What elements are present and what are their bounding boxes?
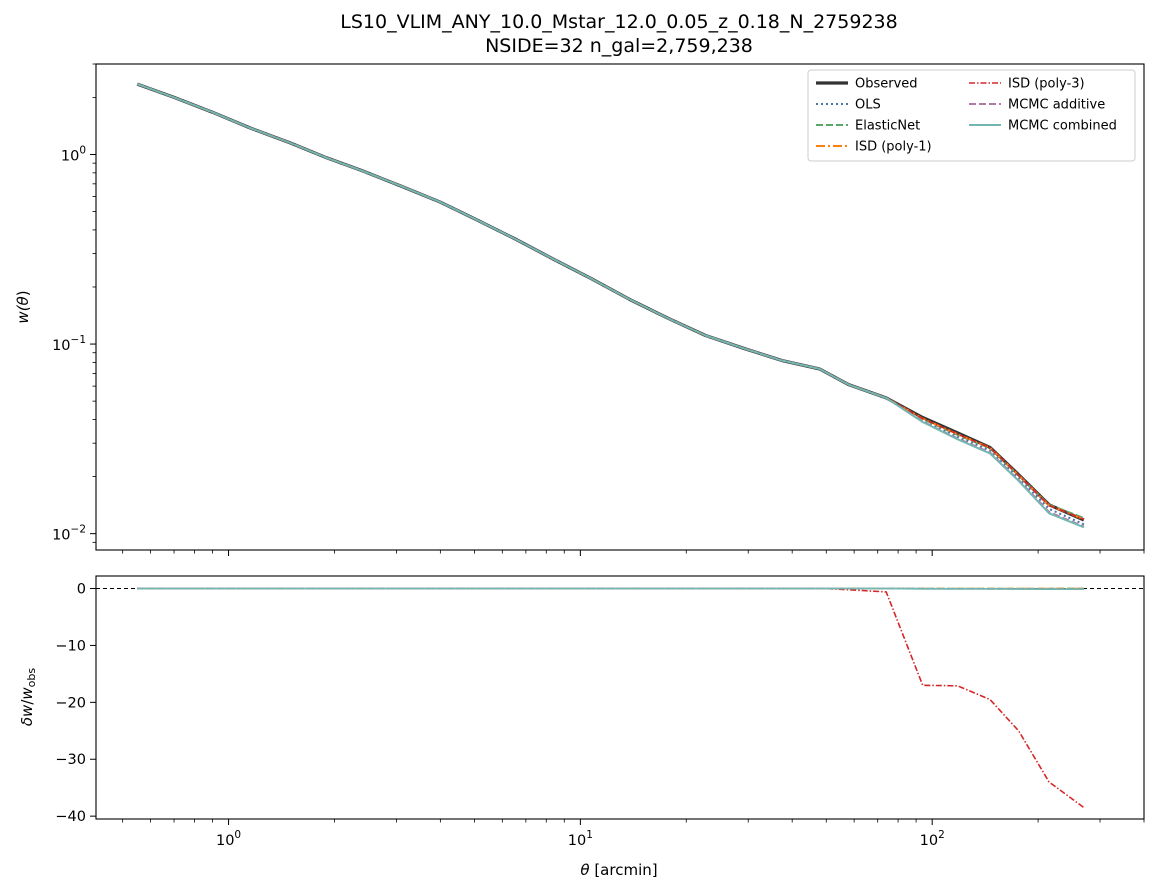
chart-subtitle: NSIDE=32 n_gal=2,759,238 <box>485 35 753 57</box>
legend-item-mcmc-combined: MCMC combined <box>969 119 1117 134</box>
x-tick-label: 100 <box>216 829 241 849</box>
bottom-y-tick-label: −30 <box>55 752 86 768</box>
legend-label: MCMC combined <box>1008 119 1117 134</box>
legend-label: MCMC additive <box>1008 98 1105 113</box>
legend-item-observed: Observed <box>816 77 918 92</box>
legend-item-ols: OLS <box>816 98 881 113</box>
legend: Observed OLS ElasticNet ISD (poly-1) ISD (po… <box>807 69 1136 162</box>
top-y-tick-label: 100 <box>61 144 86 164</box>
legend-item-elasticnet: ElasticNet <box>816 119 920 134</box>
x-tick-label: 101 <box>568 829 593 849</box>
legend-item-isd-poly-1: ISD (poly-1) <box>816 140 932 155</box>
legend-label: OLS <box>855 98 881 113</box>
chart-title: LS10_VLIM_ANY_10.0_Mstar_12.0_0.05_z_0.1… <box>340 11 897 33</box>
x-axis-label: θ [arcmin] <box>580 861 657 879</box>
bottom-y-tick-label: −20 <box>55 695 86 711</box>
top-panel: 10−2 10−1 100 w(θ) Observed OLS ElasticNet IS… <box>14 63 1145 556</box>
bottom-y-tick-label: −40 <box>55 809 86 825</box>
bottom-plot-area <box>96 576 1144 819</box>
top-y-tick-label: 10−1 <box>52 334 86 354</box>
legend-label: ElasticNet <box>855 119 920 134</box>
legend-label: Observed <box>855 77 918 92</box>
legend-item-isd-poly-3: ISD (poly-3) <box>969 77 1085 92</box>
bottom-plot-frame <box>95 575 1145 820</box>
top-y-tick-label: 10−2 <box>52 524 86 544</box>
bottom-series-mcmc-combined <box>137 587 1084 590</box>
bottom-panel: 100 101 102 0 −10 −20 −30 −40 δw/wobs θ [arcmi… <box>18 575 1145 879</box>
x-tick-label: 102 <box>920 829 945 849</box>
top-series-mcmc-combined <box>136 83 1085 529</box>
legend-label: ISD (poly-3) <box>1008 77 1085 92</box>
bottom-y-tick-label: 0 <box>77 582 86 598</box>
top-y-axis-label: w(θ) <box>14 290 32 323</box>
legend-label: ISD (poly-1) <box>855 140 932 155</box>
bottom-y-axis-label: δw/wobs <box>18 668 38 727</box>
top-plot-frame <box>95 63 1145 551</box>
legend-item-mcmc-additive: MCMC additive <box>969 98 1105 113</box>
bottom-y-tick-label: −10 <box>55 638 86 654</box>
legend-box <box>807 69 1136 162</box>
top-series-elasticnet <box>136 83 1085 519</box>
